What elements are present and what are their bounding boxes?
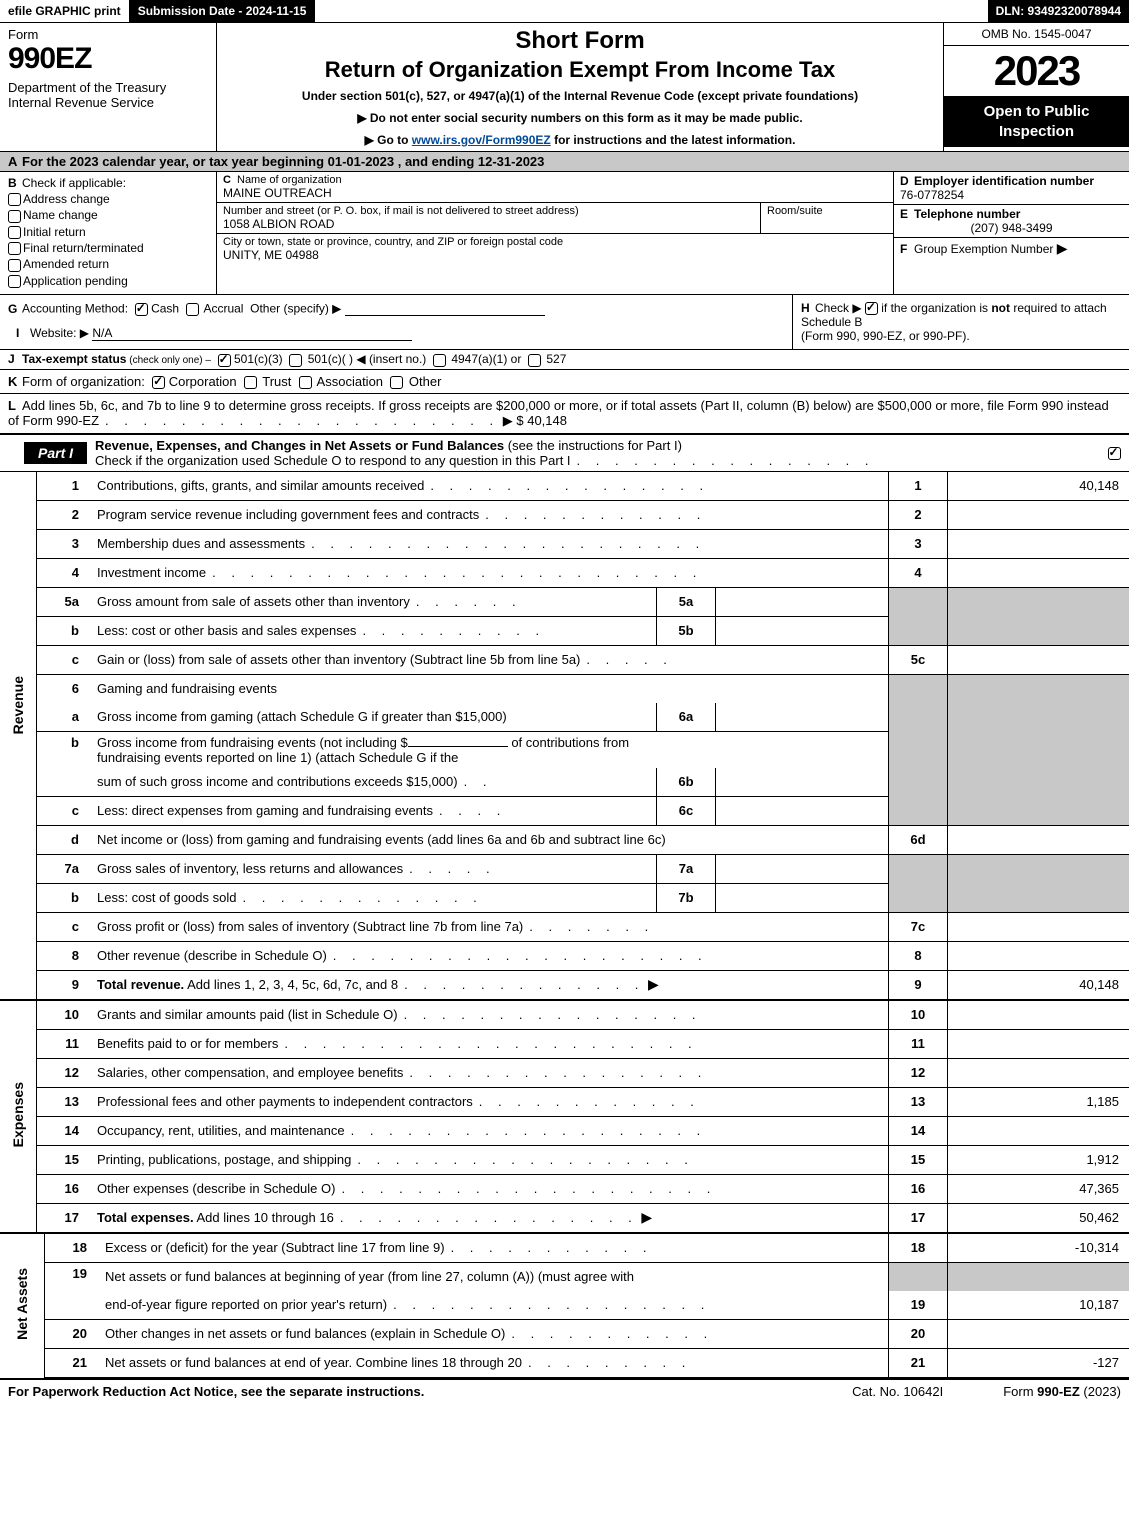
line16-value: 47,365 bbox=[948, 1174, 1129, 1203]
form-word: Form bbox=[8, 27, 208, 42]
check-address-change[interactable]: Address change bbox=[8, 192, 208, 206]
line20-value bbox=[948, 1319, 1129, 1348]
line5a-value bbox=[716, 587, 889, 616]
part-tab: Part I bbox=[24, 442, 87, 464]
under-section: Under section 501(c), 527, or 4947(a)(1)… bbox=[225, 89, 935, 103]
check-527[interactable] bbox=[528, 354, 541, 367]
check-4947[interactable] bbox=[433, 354, 446, 367]
line14-value bbox=[948, 1116, 1129, 1145]
open-to-public: Open to Public Inspection bbox=[944, 96, 1129, 147]
line7a-value bbox=[716, 854, 889, 883]
line7c-value bbox=[948, 912, 1129, 941]
street-address: 1058 ALBION ROAD bbox=[223, 217, 754, 231]
line1-value: 40,148 bbox=[948, 472, 1129, 501]
section-bcdef: BCheck if applicable: Address change Nam… bbox=[0, 172, 1129, 295]
line9-value: 40,148 bbox=[948, 970, 1129, 1000]
line19-value: 10,187 bbox=[948, 1291, 1129, 1320]
line7b-value bbox=[716, 883, 889, 912]
gross-receipts: 40,148 bbox=[527, 413, 567, 428]
paperwork-notice: For Paperwork Reduction Act Notice, see … bbox=[8, 1384, 852, 1399]
line13-value: 1,185 bbox=[948, 1087, 1129, 1116]
footer: For Paperwork Reduction Act Notice, see … bbox=[0, 1378, 1129, 1403]
section-def: DEmployer identification number 76-07782… bbox=[893, 172, 1129, 294]
form-990ez: efile GRAPHIC print Submission Date - 20… bbox=[0, 0, 1129, 1403]
check-amended-return[interactable]: Amended return bbox=[8, 257, 208, 271]
go-to-line: ▶ Go to www.irs.gov/Form990EZ for instru… bbox=[225, 133, 935, 147]
check-corporation[interactable] bbox=[152, 376, 165, 389]
form-number: 990EZ bbox=[8, 42, 208, 76]
check-association[interactable] bbox=[299, 376, 312, 389]
line3-value bbox=[948, 529, 1129, 558]
line4-value bbox=[948, 558, 1129, 587]
line12-value bbox=[948, 1058, 1129, 1087]
check-cash[interactable] bbox=[135, 303, 148, 316]
omb-number: OMB No. 1545-0047 bbox=[944, 23, 1129, 46]
cat-number: Cat. No. 10642I bbox=[852, 1384, 943, 1399]
header-right: OMB No. 1545-0047 2023 Open to Public In… bbox=[943, 23, 1129, 151]
org-name: MAINE OUTREACH bbox=[223, 186, 887, 200]
department: Department of the Treasury Internal Reve… bbox=[8, 80, 208, 110]
check-initial-return[interactable]: Initial return bbox=[8, 225, 208, 239]
revenue-side-label: Revenue bbox=[0, 472, 37, 942]
line2-value bbox=[948, 500, 1129, 529]
netassets-side-label: Net Assets bbox=[0, 1234, 45, 1378]
section-h: HCheck ▶ if the organization is not requ… bbox=[792, 295, 1129, 349]
line15-value: 1,912 bbox=[948, 1145, 1129, 1174]
line18-value: -10,314 bbox=[948, 1234, 1129, 1263]
telephone-value: (207) 948-3499 bbox=[900, 221, 1123, 235]
header-center: Short Form Return of Organization Exempt… bbox=[217, 23, 943, 151]
line5c-value bbox=[948, 645, 1129, 674]
section-c: CName of organization MAINE OUTREACH Num… bbox=[217, 172, 893, 294]
check-name-change[interactable]: Name change bbox=[8, 208, 208, 222]
line11-value bbox=[948, 1029, 1129, 1058]
efile-label: efile GRAPHIC print bbox=[0, 0, 130, 22]
section-g-i-j: GAccounting Method: Cash Accrual Other (… bbox=[0, 295, 792, 349]
dln-label: DLN: 93492320078944 bbox=[988, 0, 1129, 22]
line17-value: 50,462 bbox=[948, 1203, 1129, 1233]
check-other[interactable] bbox=[390, 376, 403, 389]
check-final-return[interactable]: Final return/terminated bbox=[8, 241, 208, 255]
section-k: KForm of organization: Corporation Trust… bbox=[0, 370, 1129, 394]
city-state-zip: UNITY, ME 04988 bbox=[223, 248, 887, 262]
submission-date: Submission Date - 2024-11-15 bbox=[130, 0, 316, 22]
check-schedule-b[interactable] bbox=[865, 302, 878, 315]
irs-link[interactable]: www.irs.gov/Form990EZ bbox=[412, 133, 551, 147]
section-b: BCheck if applicable: Address change Nam… bbox=[0, 172, 217, 294]
form-header: Form 990EZ Department of the Treasury In… bbox=[0, 23, 1129, 152]
line8-value bbox=[948, 941, 1129, 970]
section-gh: GAccounting Method: Cash Accrual Other (… bbox=[0, 295, 1129, 350]
line5b-value bbox=[716, 616, 889, 645]
ein-value: 76-0778254 bbox=[900, 188, 1123, 202]
check-trust[interactable] bbox=[244, 376, 257, 389]
part-1-header: Part I Revenue, Expenses, and Changes in… bbox=[0, 435, 1129, 472]
revenue-table: Revenue 1 Contributions, gifts, grants, … bbox=[0, 472, 1129, 1001]
line6c-value bbox=[716, 796, 889, 825]
expenses-side-label: Expenses bbox=[0, 1001, 37, 1233]
check-application-pending[interactable]: Application pending bbox=[8, 274, 208, 288]
header-left: Form 990EZ Department of the Treasury In… bbox=[0, 23, 217, 151]
section-j: JTax-exempt status (check only one) ‒ 50… bbox=[0, 350, 1129, 369]
net-assets-table: Net Assets 18 Excess or (deficit) for th… bbox=[0, 1234, 1129, 1378]
line6a-value bbox=[716, 703, 889, 732]
short-form-title: Short Form bbox=[225, 27, 935, 55]
section-l: LAdd lines 5b, 6c, and 7b to line 9 to d… bbox=[0, 394, 1129, 435]
line10-value bbox=[948, 1001, 1129, 1030]
room-suite-label: Room/suite bbox=[767, 205, 887, 217]
do-not-enter: ▶ Do not enter social security numbers o… bbox=[225, 111, 935, 125]
line6d-value bbox=[948, 825, 1129, 854]
expenses-table: Expenses 10 Grants and similar amounts p… bbox=[0, 1001, 1129, 1234]
check-schedule-o-part1[interactable] bbox=[1108, 447, 1121, 460]
section-a: AFor the 2023 calendar year, or tax year… bbox=[0, 152, 1129, 172]
line6b-value bbox=[716, 768, 889, 797]
check-501c3[interactable] bbox=[218, 354, 231, 367]
check-501c[interactable] bbox=[289, 354, 302, 367]
tax-year: 2023 bbox=[944, 46, 1129, 96]
check-accrual[interactable] bbox=[186, 303, 199, 316]
line21-value: -127 bbox=[948, 1348, 1129, 1377]
return-title: Return of Organization Exempt From Incom… bbox=[225, 57, 935, 83]
website-value: N/A bbox=[92, 326, 112, 340]
top-bar: efile GRAPHIC print Submission Date - 20… bbox=[0, 0, 1129, 23]
